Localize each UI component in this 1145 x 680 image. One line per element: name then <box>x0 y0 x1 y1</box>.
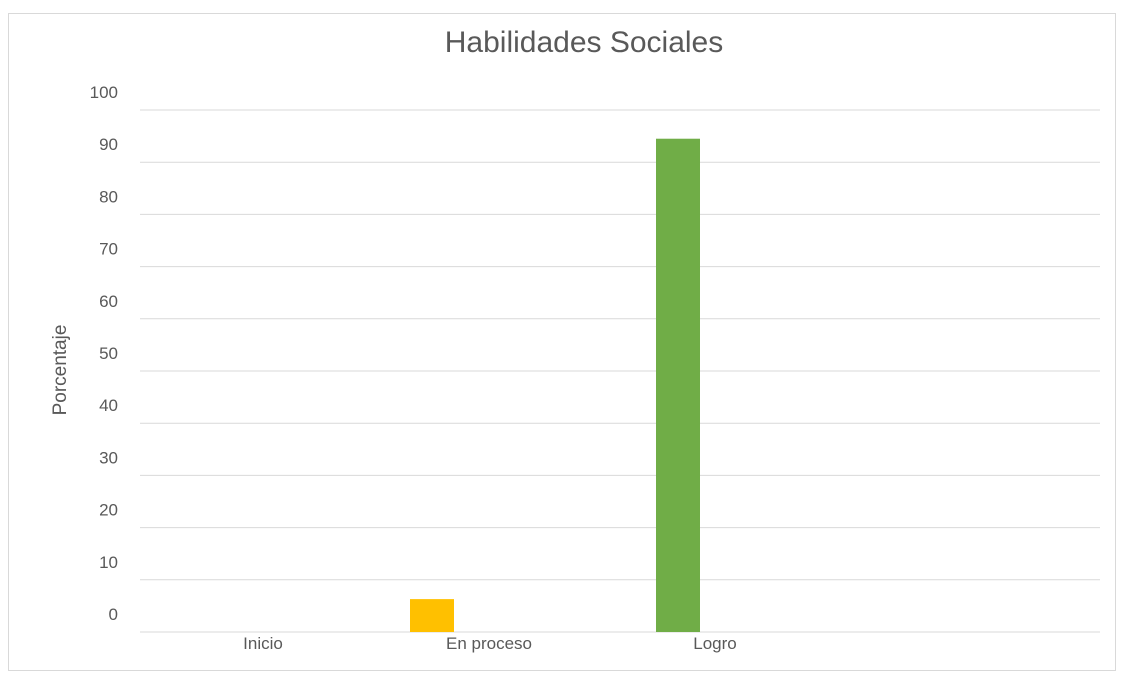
y-tick-label: 30 <box>99 448 118 467</box>
x-tick-labels: Inicio En proceso Logro <box>243 634 737 653</box>
y-axis-label: Porcentaje <box>50 325 71 416</box>
chart-title: Habilidades Sociales <box>445 26 724 59</box>
x-tick-label: En proceso <box>446 634 532 653</box>
y-tick-label: 60 <box>99 292 118 311</box>
bars <box>410 138 700 632</box>
x-tick-label: Logro <box>693 634 736 653</box>
y-tick-label: 100 <box>90 83 118 102</box>
y-tick-label: 80 <box>99 187 118 206</box>
chart-frame <box>8 13 1116 671</box>
y-tick-label: 50 <box>99 344 118 363</box>
gridlines <box>140 109 1100 633</box>
y-tick-label: 40 <box>99 396 118 415</box>
bar-logro <box>656 138 700 632</box>
y-tick-label: 0 <box>109 605 118 624</box>
x-tick-label: Inicio <box>243 634 283 653</box>
y-tick-labels: 0 10 20 30 40 50 60 70 80 90 100 <box>90 83 118 624</box>
y-tick-label: 70 <box>99 240 118 259</box>
bar-en-proceso <box>410 599 454 632</box>
y-tick-label: 20 <box>99 501 118 520</box>
y-tick-label: 10 <box>99 553 118 572</box>
y-tick-label: 90 <box>99 135 118 154</box>
